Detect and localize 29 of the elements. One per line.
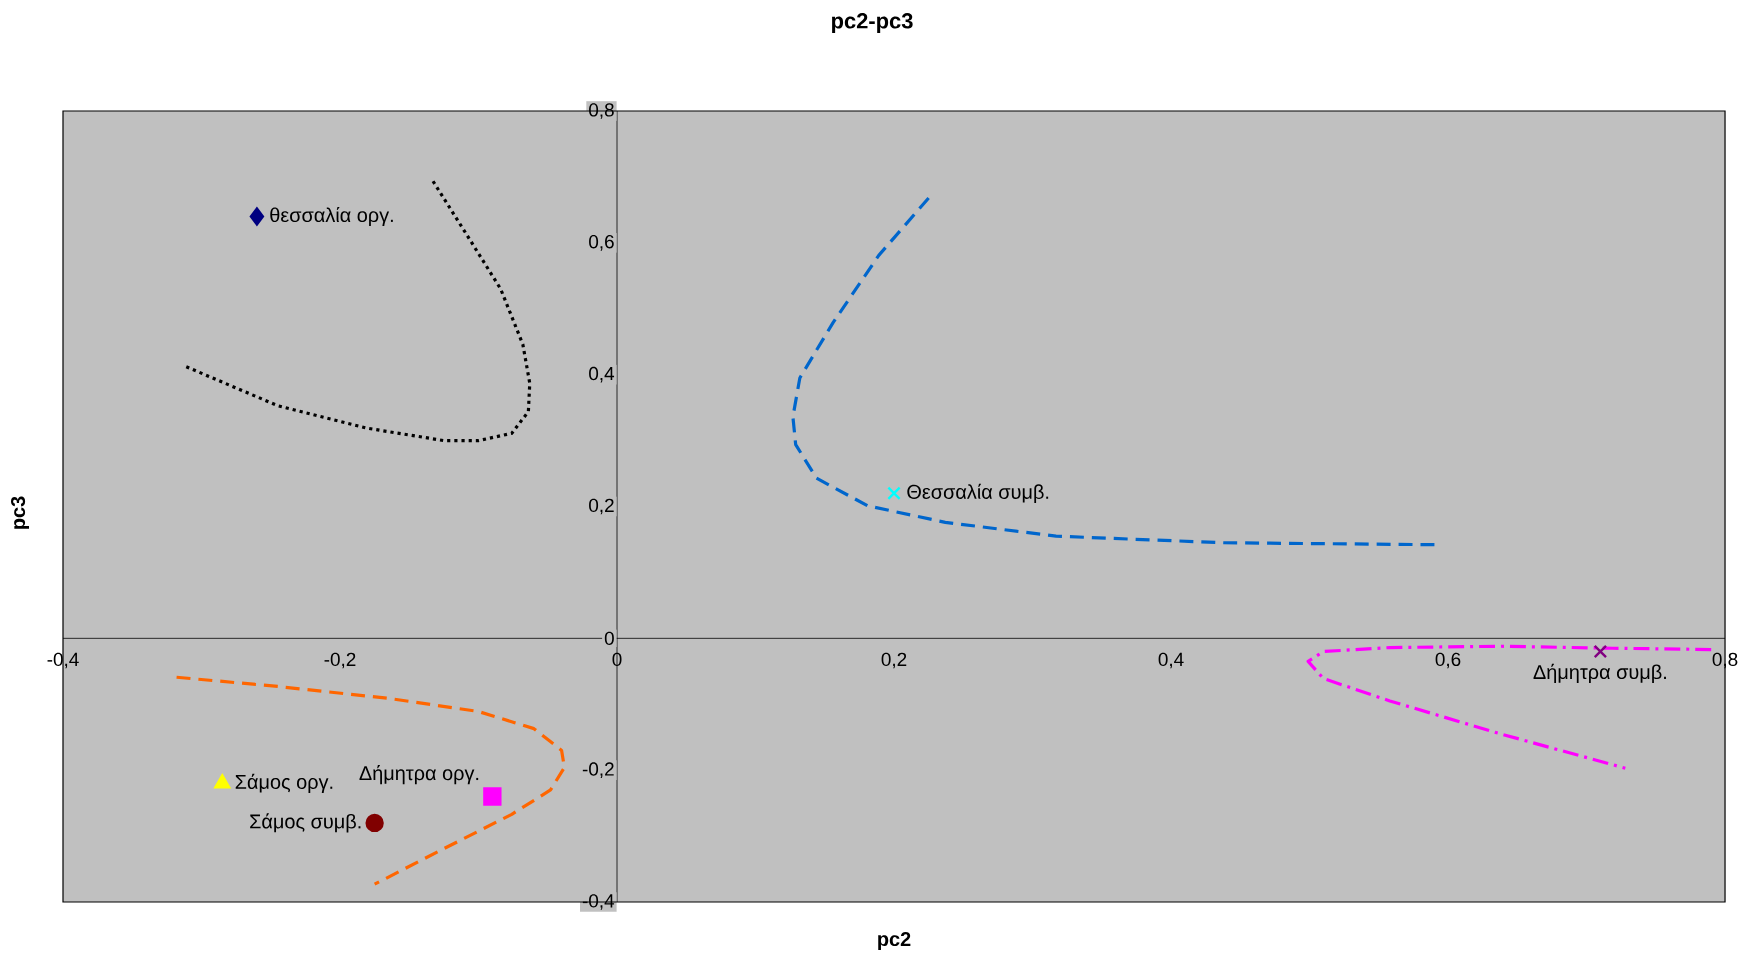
x-tick-label: 0,6 [1435,652,1461,669]
y-tick-label: 0,2 [589,498,614,515]
point [365,813,384,833]
x-tick-label: 0,2 [881,652,907,669]
x-tick-label: -0,2 [324,652,356,669]
series-label: Σάμος οργ. [235,773,333,793]
y-axis-title: pc3 [10,496,30,529]
line-series [1306,644,1713,770]
y-tick-label: 0,4 [589,366,615,383]
y-tick-label: -0,4 [582,894,615,910]
x-tick-label: 0,4 [1158,652,1184,669]
series-label: Σάμος συμβ. [250,813,361,833]
x-axis-title: pc2 [878,931,911,951]
series-label: Θεσσαλία συμβ. [907,483,1049,503]
y-tick-label: 0 [604,631,614,646]
y-tick-label: 0,8 [589,103,614,119]
line-series [184,179,532,443]
series-label: θεσσαλία οργ. [270,206,393,227]
point [1593,644,1608,659]
point [483,787,502,806]
y-tick-label: -0,2 [582,762,614,778]
point [214,774,231,789]
point [887,486,901,501]
series-label: Δήμητρα οργ. [359,765,479,785]
series-label: Δήμητρα συμβ. [1533,663,1666,684]
chart-title: pc2-pc3 [832,13,913,33]
line-series [174,675,566,886]
y-tick-label: 0,6 [589,235,614,251]
point [249,207,265,226]
